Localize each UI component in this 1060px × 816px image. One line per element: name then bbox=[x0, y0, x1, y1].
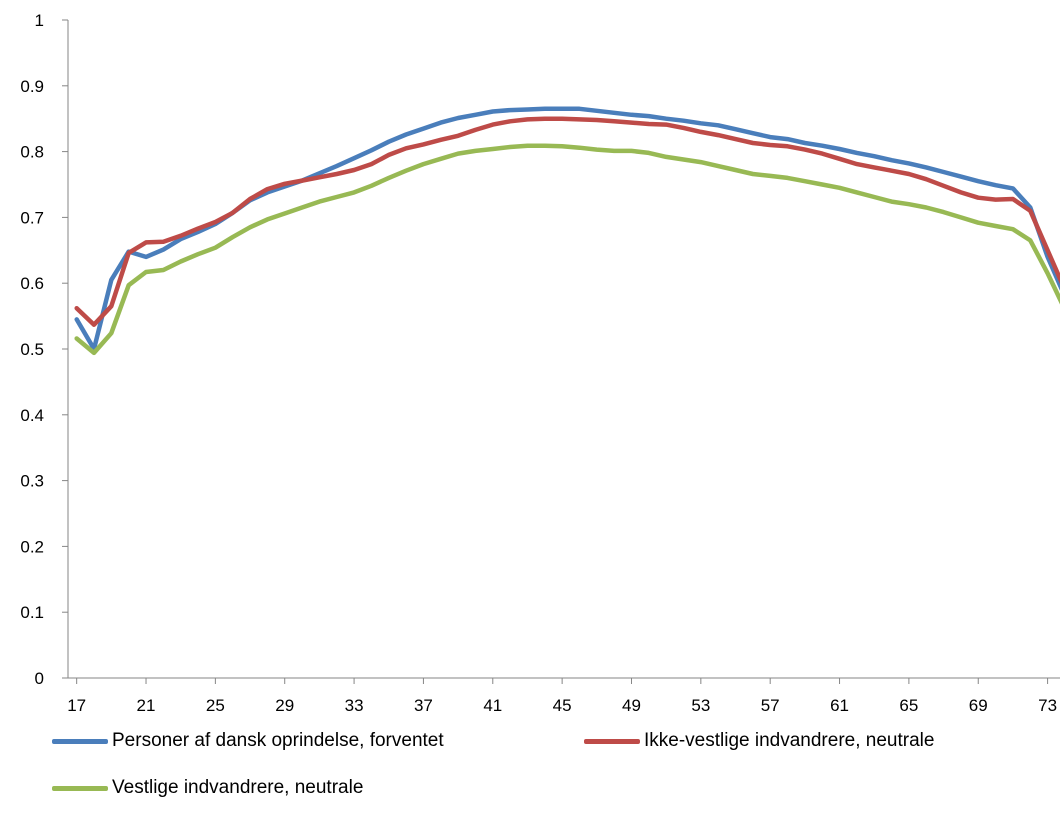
legend-swatch-vestlige bbox=[52, 785, 108, 791]
x-tick-label: 45 bbox=[553, 696, 572, 715]
y-tick-label: 0.9 bbox=[20, 77, 44, 96]
legend-label-dansk: Personer af dansk oprindelse, forventet bbox=[112, 730, 444, 751]
x-tick-label: 53 bbox=[691, 696, 710, 715]
x-tick-label: 41 bbox=[483, 696, 502, 715]
x-tick-label: 73 bbox=[1038, 696, 1057, 715]
y-tick-label: 0.6 bbox=[20, 274, 44, 293]
series-layer bbox=[74, 106, 1060, 356]
x-tick-label: 25 bbox=[206, 696, 225, 715]
y-tick-label: 0.7 bbox=[20, 208, 44, 227]
y-tick-label: 0 bbox=[35, 669, 44, 688]
y-axis-ticks: 0 0.1 0.2 0.3 0.4 0.5 0.6 0.7 0.8 0.9 1 bbox=[20, 11, 68, 688]
series-line-1 bbox=[74, 116, 1060, 327]
x-tick-label: 17 bbox=[67, 696, 86, 715]
x-tick-label: 21 bbox=[137, 696, 156, 715]
x-tick-label: 49 bbox=[622, 696, 641, 715]
legend-swatch-ikke-vestlige bbox=[584, 738, 640, 744]
y-tick-label: 0.2 bbox=[20, 537, 44, 556]
line-chart: 0 0.1 0.2 0.3 0.4 0.5 0.6 0.7 0.8 0.9 1 17 21 25 29 33… bbox=[20, 11, 1060, 715]
y-tick-label: 0.4 bbox=[20, 406, 44, 425]
legend: Personer af dansk oprindelse, forventet … bbox=[0, 720, 1060, 816]
y-tick-label: 0.1 bbox=[20, 603, 44, 622]
y-tick-label: 0.5 bbox=[20, 340, 44, 359]
x-tick-label: 61 bbox=[830, 696, 849, 715]
x-tick-label: 37 bbox=[414, 696, 433, 715]
legend-item-dansk: Personer af dansk oprindelse, forventet bbox=[52, 730, 444, 752]
x-tick-label: 57 bbox=[761, 696, 780, 715]
legend-swatch-dansk bbox=[52, 738, 108, 744]
x-tick-label: 33 bbox=[345, 696, 364, 715]
legend-item-ikke-vestlige: Ikke-vestlige indvandrere, neutrale bbox=[584, 730, 934, 752]
legend-label-ikke-vestlige: Ikke-vestlige indvandrere, neutrale bbox=[644, 730, 935, 751]
x-axis-ticks: 17 21 25 29 33 37 41 45 49 53 57 61 65 69 73 bbox=[67, 678, 1057, 715]
y-tick-label: 1 bbox=[35, 11, 44, 30]
x-tick-label: 29 bbox=[275, 696, 294, 715]
x-tick-label: 65 bbox=[899, 696, 918, 715]
y-tick-label: 0.3 bbox=[20, 472, 44, 491]
series-line-2 bbox=[74, 143, 1060, 356]
y-tick-label: 0.8 bbox=[20, 143, 44, 162]
legend-item-vestlige: Vestlige indvandrere, neutrale bbox=[52, 777, 363, 799]
x-tick-label: 69 bbox=[969, 696, 988, 715]
legend-label-vestlige: Vestlige indvandrere, neutrale bbox=[112, 777, 364, 798]
